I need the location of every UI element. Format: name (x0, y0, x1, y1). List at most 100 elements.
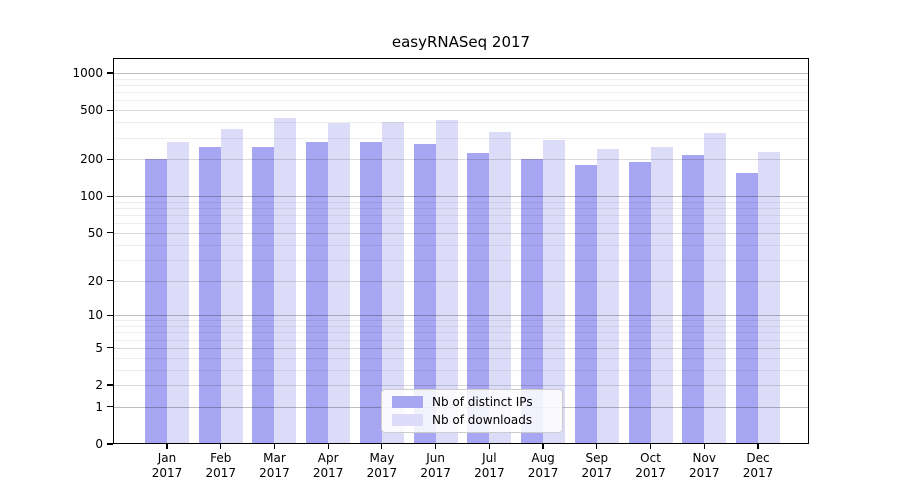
gridline-7 (113, 332, 809, 334)
bar-distinct-ips-apr (306, 142, 329, 444)
bar-downloads-sep (596, 149, 619, 444)
legend-item-distinct-ips: Nb of distinct IPs (392, 394, 562, 409)
gridline-30 (113, 259, 809, 261)
bar-downloads-jun (435, 120, 458, 444)
gridline-10 (113, 315, 809, 317)
x-tick-mark-nov (703, 444, 705, 449)
gridline-5 (113, 347, 809, 349)
bar-distinct-ips-jan (145, 159, 167, 444)
gridline-70 (113, 215, 809, 217)
y-tick-label-500: 500 (80, 103, 103, 118)
bar-distinct-ips-oct (628, 161, 651, 444)
y-tick-label-200: 200 (80, 152, 103, 167)
bar-downloads-dec (758, 151, 780, 444)
bar-distinct-ips-aug (521, 159, 544, 444)
gridline-500 (113, 110, 809, 112)
gridline-600 (113, 100, 809, 102)
gridline-1000 (113, 73, 809, 74)
y-tick-label-0: 0 (95, 437, 103, 451)
gridline-700 (113, 92, 809, 94)
gridline-60 (113, 223, 809, 225)
gridline-100 (113, 196, 809, 198)
bar-downloads-mar (274, 117, 297, 444)
y-tick-mark-0 (107, 443, 113, 445)
y-tick-label-100: 100 (80, 189, 103, 204)
x-tick-label-oct: Oct 2017 (635, 451, 666, 480)
gridline-200 (113, 159, 809, 161)
bar-distinct-ips-sep (574, 164, 597, 444)
y-tick-mark-200 (107, 158, 113, 160)
x-tick-label-aug: Aug 2017 (527, 451, 559, 480)
legend-swatch-distinct-ips (392, 396, 423, 408)
chart-title: easyRNASeq 2017 (391, 33, 531, 51)
x-tick-label-apr: Apr 2017 (312, 451, 344, 480)
bar-distinct-ips-nov (682, 154, 705, 444)
bar-distinct-ips-may (359, 142, 382, 444)
gridline-8 (113, 326, 809, 327)
bar-downloads-oct (650, 147, 673, 444)
x-tick-mark-may (381, 444, 383, 449)
x-tick-mark-jul (488, 444, 490, 449)
gridline-900 (113, 78, 809, 80)
x-tick-label-jan: Jan 2017 (151, 451, 183, 480)
x-tick-label-jun: Jun 2017 (420, 451, 451, 480)
gridline-4 (113, 357, 809, 359)
legend: Nb of distinct IPs Nb of downloads (381, 389, 563, 433)
x-tick-mark-apr (327, 444, 329, 449)
x-tick-mark-jun (435, 444, 437, 449)
gridline-3 (113, 369, 809, 371)
bar-downloads-may (381, 122, 404, 444)
x-tick-label-dec: Dec 2017 (742, 451, 774, 480)
gridline-9 (113, 320, 809, 322)
gridline-6 (113, 339, 809, 341)
bar-downloads-nov (704, 133, 727, 444)
y-tick-label-1: 1 (95, 399, 103, 414)
bar-distinct-ips-dec (736, 172, 758, 444)
bar-distinct-ips-mar (252, 147, 275, 444)
legend-swatch-downloads (392, 414, 423, 426)
y-tick-label-2: 2 (95, 378, 103, 392)
x-tick-mark-sep (596, 444, 598, 449)
gridline-300 (113, 137, 809, 139)
y-tick-label-10: 10 (87, 308, 103, 323)
y-tick-mark-500 (107, 109, 113, 111)
x-tick-mark-oct (649, 444, 652, 449)
gridline-2 (113, 385, 809, 386)
x-tick-mark-jan (166, 444, 168, 449)
y-tick-mark-50 (107, 232, 113, 234)
bar-downloads-jul (489, 132, 512, 444)
gridline-400 (113, 122, 809, 124)
x-tick-mark-dec (757, 444, 759, 449)
y-tick-label-1000: 1000 (72, 66, 103, 80)
gridline-800 (113, 84, 809, 86)
y-tick-label-5: 5 (95, 340, 103, 355)
bar-downloads-feb (220, 129, 243, 444)
bar-distinct-ips-jul (467, 152, 490, 444)
bar-distinct-ips-feb (198, 147, 221, 444)
x-tick-mark-feb (220, 444, 222, 449)
legend-label-distinct-ips: Nb of distinct IPs (432, 394, 533, 409)
x-tick-label-may: May 2017 (366, 451, 398, 480)
x-tick-label-feb: Feb 2017 (205, 451, 236, 480)
bar-downloads-jan (167, 142, 189, 444)
y-tick-mark-20 (107, 279, 113, 282)
y-tick-mark-5 (107, 347, 113, 349)
x-tick-label-mar: Mar 2017 (259, 451, 290, 480)
bar-distinct-ips-jun (413, 144, 436, 444)
gridline-40 (113, 244, 809, 246)
y-tick-mark-10 (107, 314, 113, 316)
x-tick-label-jul: Jul 2017 (474, 451, 505, 480)
legend-label-downloads: Nb of downloads (432, 412, 533, 427)
y-tick-mark-100 (107, 195, 113, 197)
gridline-90 (113, 201, 809, 203)
x-tick-label-nov: Nov 2017 (688, 451, 720, 480)
gridline-50 (113, 232, 809, 234)
y-tick-mark-1 (107, 406, 113, 408)
x-tick-mark-mar (273, 444, 276, 449)
x-tick-label-sep: Sep 2017 (581, 451, 613, 480)
y-tick-label-20: 20 (87, 273, 103, 288)
legend-item-downloads: Nb of downloads (392, 412, 562, 427)
y-tick-mark-1000 (107, 72, 113, 74)
y-tick-label-50: 50 (87, 225, 103, 240)
